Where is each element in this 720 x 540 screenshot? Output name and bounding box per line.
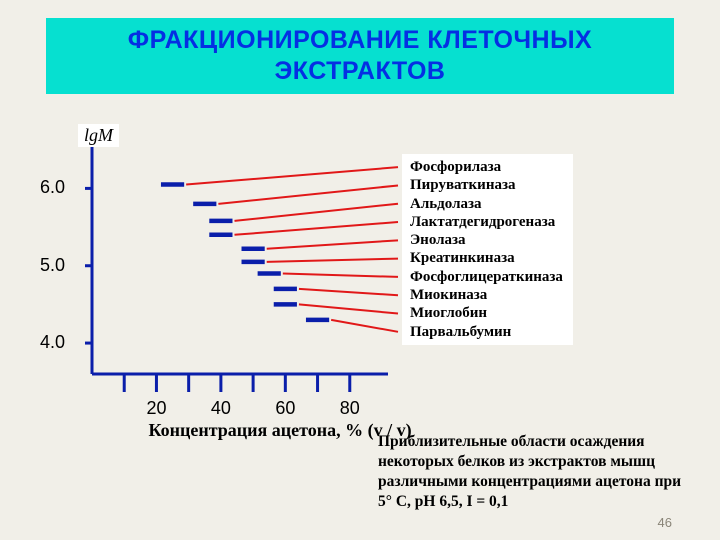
title-box: ФРАКЦИОНИРОВАНИЕ КЛЕТОЧНЫХ ЭКСТРАКТОВ xyxy=(46,18,674,94)
x-tick-label: 60 xyxy=(275,398,295,419)
protein-label: Энолаза xyxy=(410,231,563,249)
y-tick-label: 6.0 xyxy=(40,177,65,198)
protein-labels-box: ФосфорилазаПируваткиназаАльдолазаЛактатд… xyxy=(402,154,573,345)
protein-label: Миоглобин xyxy=(410,304,563,322)
x-tick-label: 40 xyxy=(211,398,231,419)
protein-label: Парвальбумин xyxy=(410,323,563,341)
page-number: 46 xyxy=(658,515,672,530)
protein-label: Миокиназа xyxy=(410,286,563,304)
protein-label: Пируваткиназа xyxy=(410,176,563,194)
y-tick-label: 4.0 xyxy=(40,332,65,353)
caption-text: Приблизительные области осаждения некото… xyxy=(378,433,681,510)
protein-label: Фосфоглицераткиназа xyxy=(410,268,563,286)
protein-label: Лактатдегидрогеназа xyxy=(410,213,563,231)
chart-svg xyxy=(40,128,680,438)
protein-label: Креатинкиназа xyxy=(410,249,563,267)
y-axis-label: lgM xyxy=(78,124,119,147)
chart-area: ФосфорилазаПируваткиназаАльдолазаЛактатд… xyxy=(40,128,680,438)
page-title: ФРАКЦИОНИРОВАНИЕ КЛЕТОЧНЫХ ЭКСТРАКТОВ xyxy=(46,25,674,88)
chart-caption: Приблизительные области осаждения некото… xyxy=(378,432,698,513)
protein-label: Фосфорилаза xyxy=(410,158,563,176)
x-tick-label: 20 xyxy=(146,398,166,419)
y-tick-label: 5.0 xyxy=(40,255,65,276)
x-tick-label: 80 xyxy=(340,398,360,419)
protein-label: Альдолаза xyxy=(410,195,563,213)
x-axis-label: Концентрация ацетона, % (v / v) xyxy=(148,420,411,441)
